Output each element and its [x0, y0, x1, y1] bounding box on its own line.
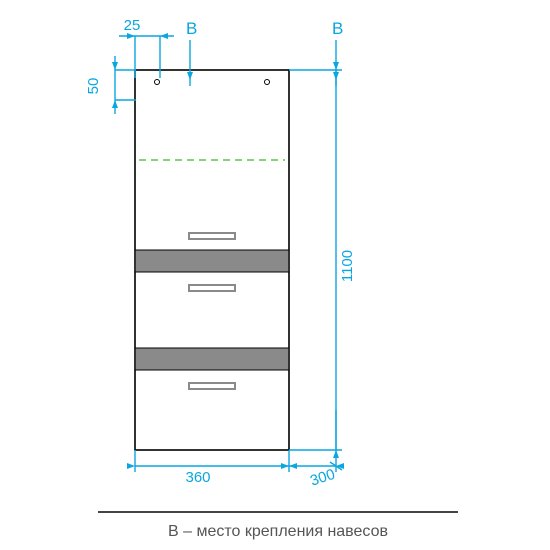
footer-caption: В – место крепления навесов [168, 523, 388, 540]
dim-1100: 1100 [339, 250, 356, 282]
marker-B-left: B [186, 19, 197, 38]
marker-B-right: B [332, 19, 343, 38]
dim-300: 300 [308, 466, 337, 490]
dim-50: 50 [85, 78, 102, 95]
dim-360: 360 [185, 469, 210, 486]
dim-25: 25 [124, 17, 141, 34]
